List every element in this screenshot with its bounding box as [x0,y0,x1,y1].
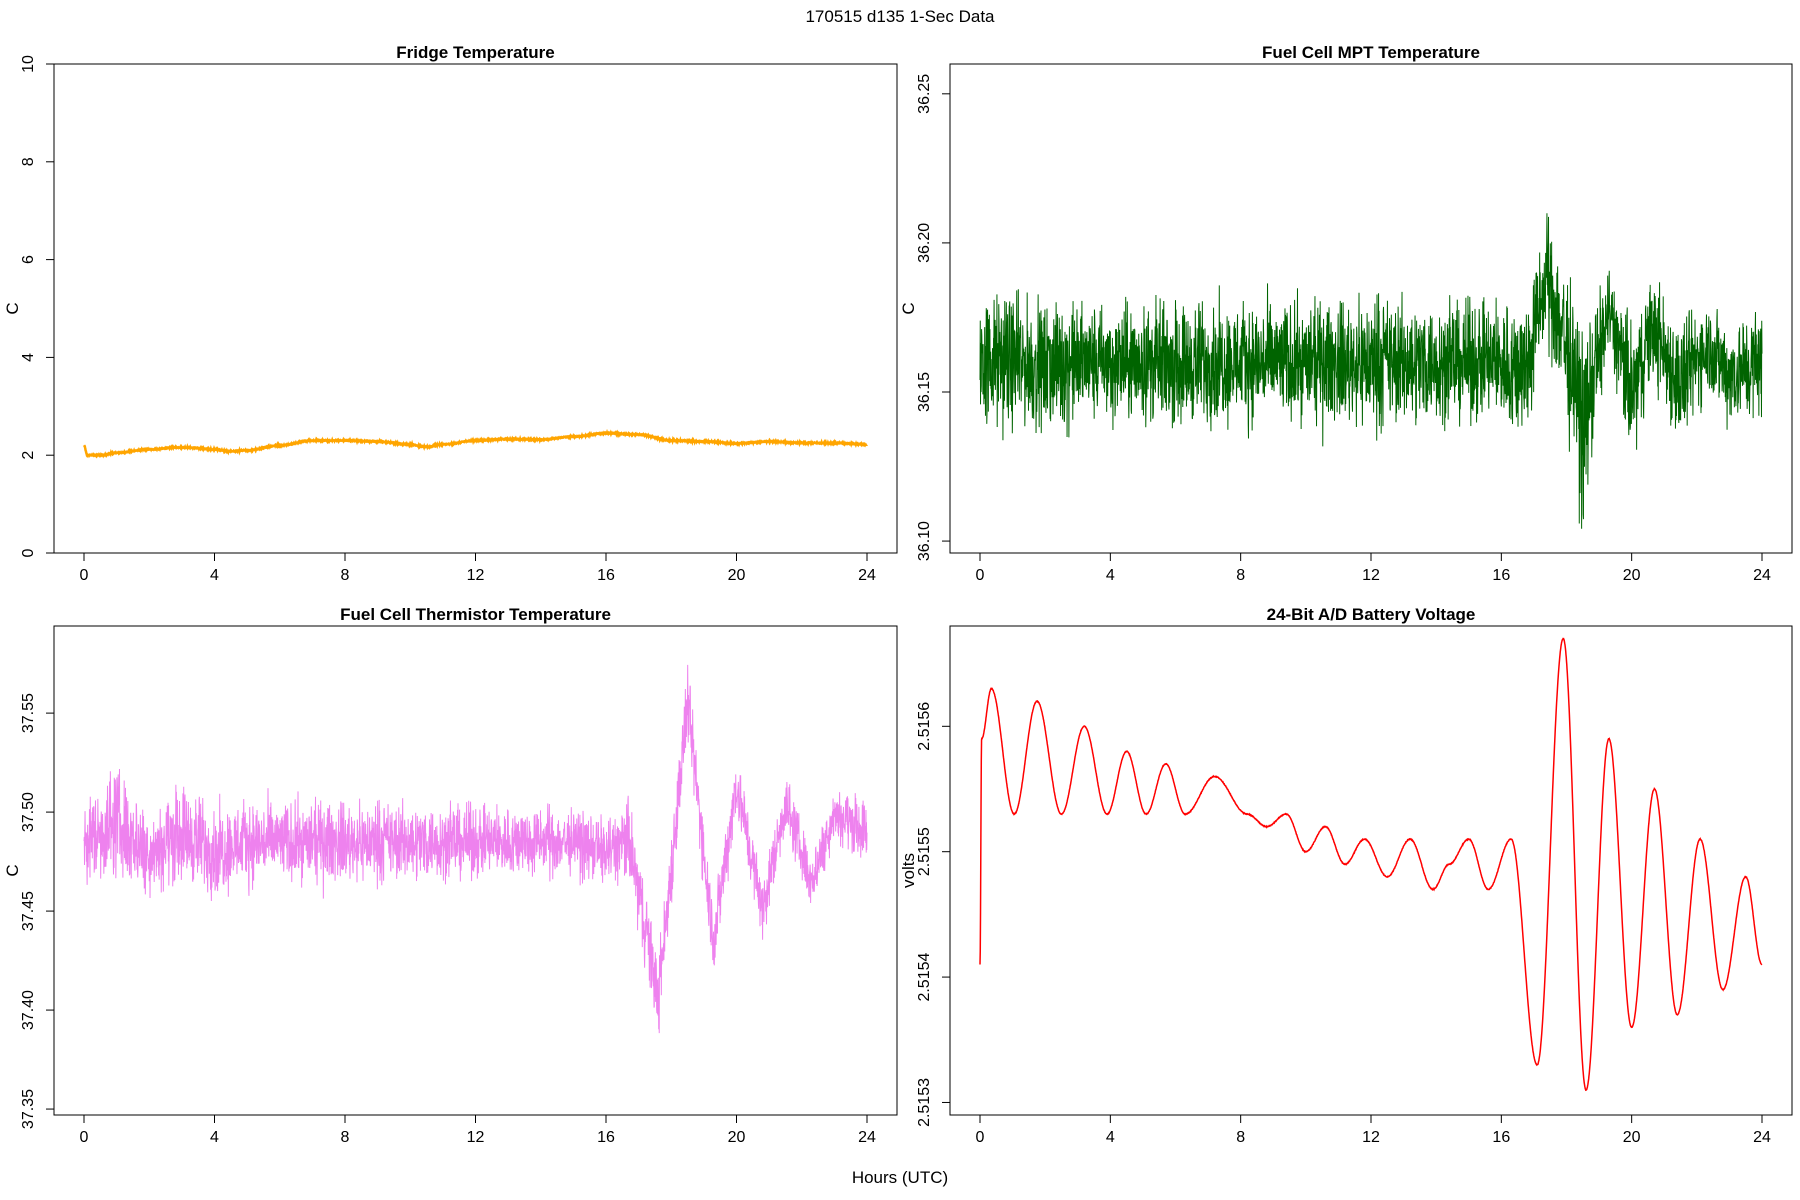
y-axis-label: volts [899,853,918,888]
y-tick-label: 4 [20,353,37,362]
panel-title: 24-Bit A/D Battery Voltage [1267,605,1476,624]
y-tick-label: 37.40 [20,990,37,1030]
y-tick-label: 37.55 [20,693,37,733]
chart-panel-2: Fuel Cell MPT Temperature C 0 4 8 12 16 20 24 36.… [899,43,1793,584]
y-axis-label: C [3,302,22,314]
x-tick-label: 16 [597,567,615,584]
x-tick-label: 20 [728,567,746,584]
y-tick-label: 37.45 [20,891,37,931]
y-tick-label: 8 [20,157,37,166]
y-tick-label: 2.5154 [916,953,933,1002]
panel-title: Fuel Cell MPT Temperature [1262,43,1480,62]
panel-title: Fridge Temperature [396,43,554,62]
x-tick-label: 0 [976,567,985,584]
plot-frame [949,63,1793,554]
y-tick-label: 36.25 [916,74,933,114]
chart-panel-3: Fuel Cell Thermistor Temperature C 0 4 8 12 16… [3,605,898,1146]
y-tick-label: 0 [20,548,37,557]
y-tick-label: 36.15 [916,372,933,412]
y-tick-label: 10 [20,55,37,73]
x-tick-label: 20 [1623,1129,1641,1146]
data-series-line [83,664,868,1034]
data-series-line [82,428,868,459]
x-tick-label: 12 [467,1129,485,1146]
x-tick-label: 4 [1106,1129,1115,1146]
x-tick-label: 24 [858,1129,876,1146]
plot-frame [949,625,1793,1116]
y-tick-label: 2.5156 [916,702,933,751]
x-tick-label: 0 [80,1129,89,1146]
figure-title: 170515 d135 1-Sec Data [805,7,995,26]
x-tick-label: 0 [80,567,89,584]
y-tick-label: 2 [20,451,37,460]
chart-panel-4: 24-Bit A/D Battery Voltage volts 0 4 8 12 16 20… [899,605,1793,1146]
figure-xlabel: Hours (UTC) [852,1168,948,1187]
x-tick-label: 16 [1492,1129,1510,1146]
data-series-line [979,213,1763,529]
x-tick-label: 12 [1362,1129,1380,1146]
panel-title: Fuel Cell Thermistor Temperature [340,605,611,624]
x-tick-label: 8 [1236,1129,1245,1146]
plot-frame [53,63,898,554]
x-tick-label: 8 [1236,567,1245,584]
x-tick-label: 8 [341,567,350,584]
x-tick-label: 4 [210,567,219,584]
x-tick-label: 16 [597,1129,615,1146]
x-tick-label: 8 [341,1129,350,1146]
y-axis-label: C [3,864,22,876]
x-tick-label: 24 [1753,1129,1771,1146]
y-tick-label: 6 [20,255,37,264]
y-tick-label: 2.5153 [916,1078,933,1127]
x-tick-label: 12 [1362,567,1380,584]
y-axis-label: C [899,302,918,314]
data-series-line [979,637,1763,1092]
x-tick-label: 12 [467,567,485,584]
y-tick-label: 36.20 [916,223,933,263]
y-tick-label: 2.5155 [916,827,933,876]
x-tick-label: 16 [1492,567,1510,584]
x-tick-label: 24 [1753,567,1771,584]
y-tick-label: 37.35 [20,1089,37,1129]
y-tick-label: 36.10 [916,521,933,561]
x-tick-label: 24 [858,567,876,584]
y-tick-label: 37.50 [20,792,37,832]
x-tick-label: 20 [728,1129,746,1146]
x-tick-label: 4 [210,1129,219,1146]
x-tick-label: 0 [976,1129,985,1146]
x-tick-label: 4 [1106,567,1115,584]
x-tick-label: 20 [1623,567,1641,584]
